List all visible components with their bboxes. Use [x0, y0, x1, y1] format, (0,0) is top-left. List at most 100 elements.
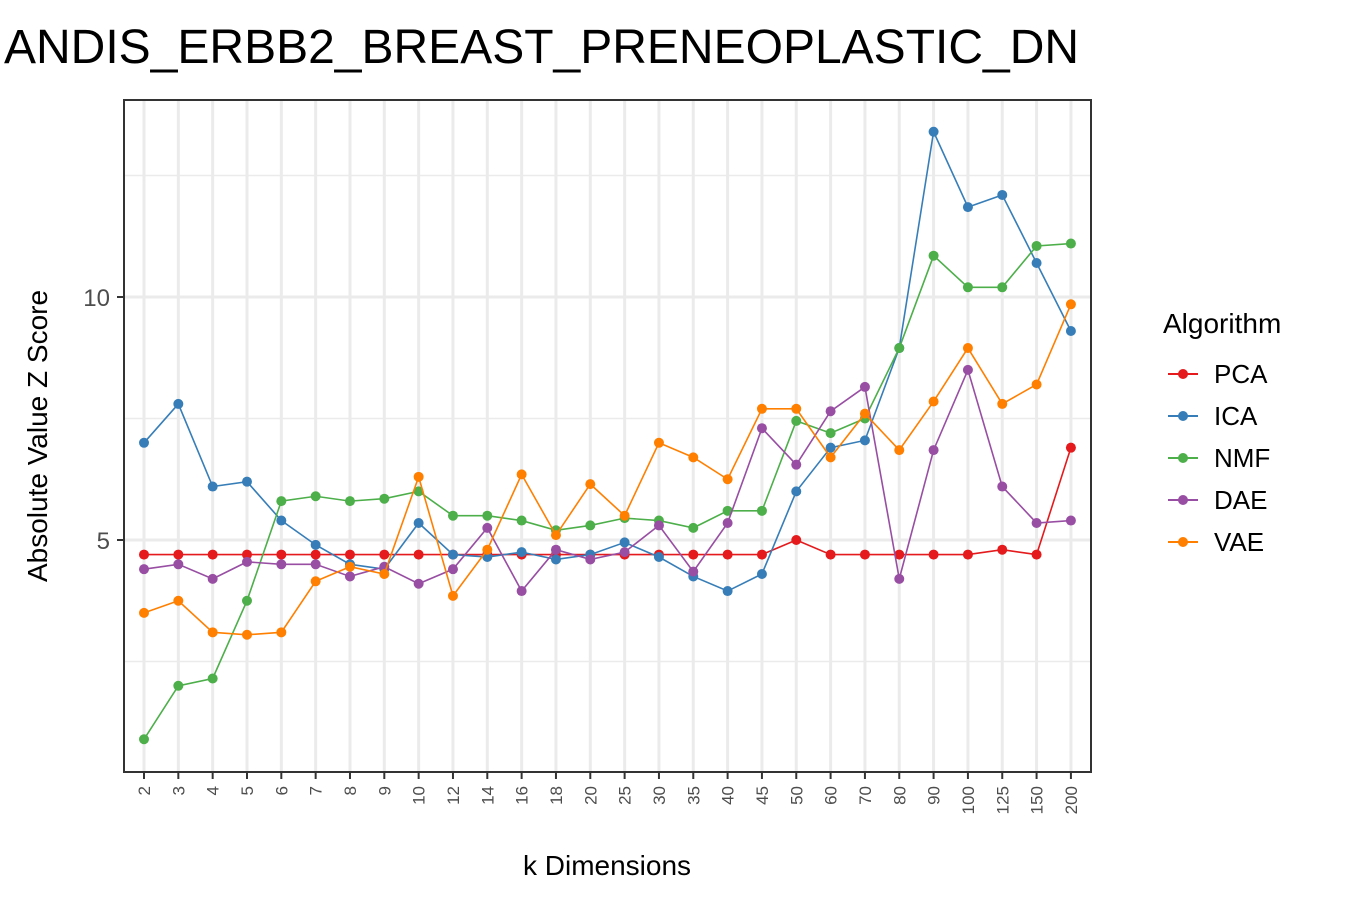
- data-point: [482, 552, 493, 563]
- data-point: [550, 554, 561, 565]
- data-point: [1031, 549, 1042, 560]
- series-dae: [139, 364, 1076, 597]
- data-point: [1065, 515, 1076, 526]
- x-tick-label: 2: [135, 786, 154, 795]
- legend-label: NMF: [1214, 443, 1270, 473]
- data-point: [962, 202, 973, 213]
- data-point: [997, 189, 1008, 200]
- data-point: [962, 364, 973, 375]
- data-point: [139, 564, 149, 575]
- data-point: [722, 474, 733, 485]
- data-point: [173, 549, 184, 560]
- data-point: [447, 590, 458, 601]
- data-point: [722, 586, 733, 597]
- x-tick-label: 18: [547, 786, 566, 805]
- data-point: [653, 437, 664, 448]
- data-point: [310, 491, 321, 502]
- data-point: [859, 408, 870, 419]
- legend-key-point: [1178, 453, 1188, 463]
- data-point: [585, 520, 596, 531]
- data-point: [173, 680, 184, 691]
- data-point: [722, 505, 733, 516]
- data-point: [825, 452, 836, 463]
- data-point: [928, 126, 939, 137]
- data-point: [344, 549, 355, 560]
- legend-label: DAE: [1214, 485, 1267, 515]
- data-point: [756, 505, 767, 516]
- data-point: [379, 549, 390, 560]
- x-tick-label: 7: [307, 786, 326, 795]
- data-point: [756, 549, 767, 560]
- y-tick-label: 10: [83, 285, 110, 312]
- data-point: [928, 549, 939, 560]
- data-point: [139, 734, 149, 745]
- legend-item-nmf: NMF: [1168, 443, 1270, 473]
- data-point: [962, 343, 973, 354]
- data-point: [1065, 442, 1076, 453]
- x-tick-label: 14: [478, 786, 497, 805]
- series-line: [143, 129, 1072, 592]
- data-point: [928, 396, 939, 407]
- data-point: [241, 595, 252, 606]
- data-point: [791, 403, 802, 414]
- data-point: [619, 547, 630, 558]
- data-point: [962, 549, 973, 560]
- data-point: [379, 493, 390, 504]
- data-point: [413, 578, 424, 589]
- y-tick-label: 5: [97, 528, 110, 555]
- data-point: [619, 510, 630, 521]
- data-point: [825, 406, 836, 417]
- data-point: [550, 530, 561, 541]
- data-point: [139, 607, 149, 618]
- legend-item-ica: ICA: [1168, 401, 1258, 431]
- data-point: [413, 486, 424, 497]
- data-point: [997, 544, 1008, 555]
- data-point: [1031, 257, 1042, 268]
- data-point: [894, 573, 905, 584]
- data-point: [791, 415, 802, 426]
- data-point: [825, 549, 836, 560]
- series-line: [143, 242, 1071, 740]
- plot-border: [123, 99, 1092, 773]
- data-point: [791, 459, 802, 470]
- data-point: [997, 481, 1008, 492]
- x-tick-label: 60: [822, 786, 841, 805]
- data-point: [722, 549, 733, 560]
- data-point: [722, 517, 733, 528]
- data-point: [344, 496, 355, 507]
- data-point: [756, 403, 767, 414]
- data-point: [997, 398, 1008, 409]
- data-point: [413, 517, 424, 528]
- legend-key-point: [1178, 411, 1188, 421]
- series-vae: [139, 299, 1076, 640]
- data-point: [241, 476, 252, 487]
- data-point: [413, 549, 424, 560]
- data-point: [1031, 240, 1042, 251]
- x-tick-label: 200: [1062, 786, 1081, 814]
- legend-item-dae: DAE: [1168, 485, 1267, 515]
- data-point: [413, 471, 424, 482]
- legend: Algorithm PCA ICA NMF DAE VAE: [1163, 308, 1281, 557]
- x-tick-label: 150: [1028, 786, 1047, 814]
- data-point: [241, 629, 252, 640]
- data-point: [928, 250, 939, 261]
- legend-label: ICA: [1214, 401, 1258, 431]
- x-tick-label: 8: [341, 786, 360, 795]
- x-axis-label: k Dimensions: [523, 850, 691, 881]
- x-tick-label: 20: [581, 786, 600, 805]
- data-point: [1065, 326, 1076, 337]
- x-tick-label: 10: [410, 786, 429, 805]
- data-point: [344, 561, 355, 572]
- data-point: [585, 554, 596, 565]
- data-point: [447, 510, 458, 521]
- data-point: [173, 559, 184, 570]
- x-tick-label: 3: [169, 786, 188, 795]
- x-tick-label: 6: [272, 786, 291, 795]
- data-point: [516, 515, 527, 526]
- data-point: [756, 569, 767, 580]
- data-point: [859, 381, 870, 392]
- data-point: [894, 549, 905, 560]
- data-point: [207, 573, 218, 584]
